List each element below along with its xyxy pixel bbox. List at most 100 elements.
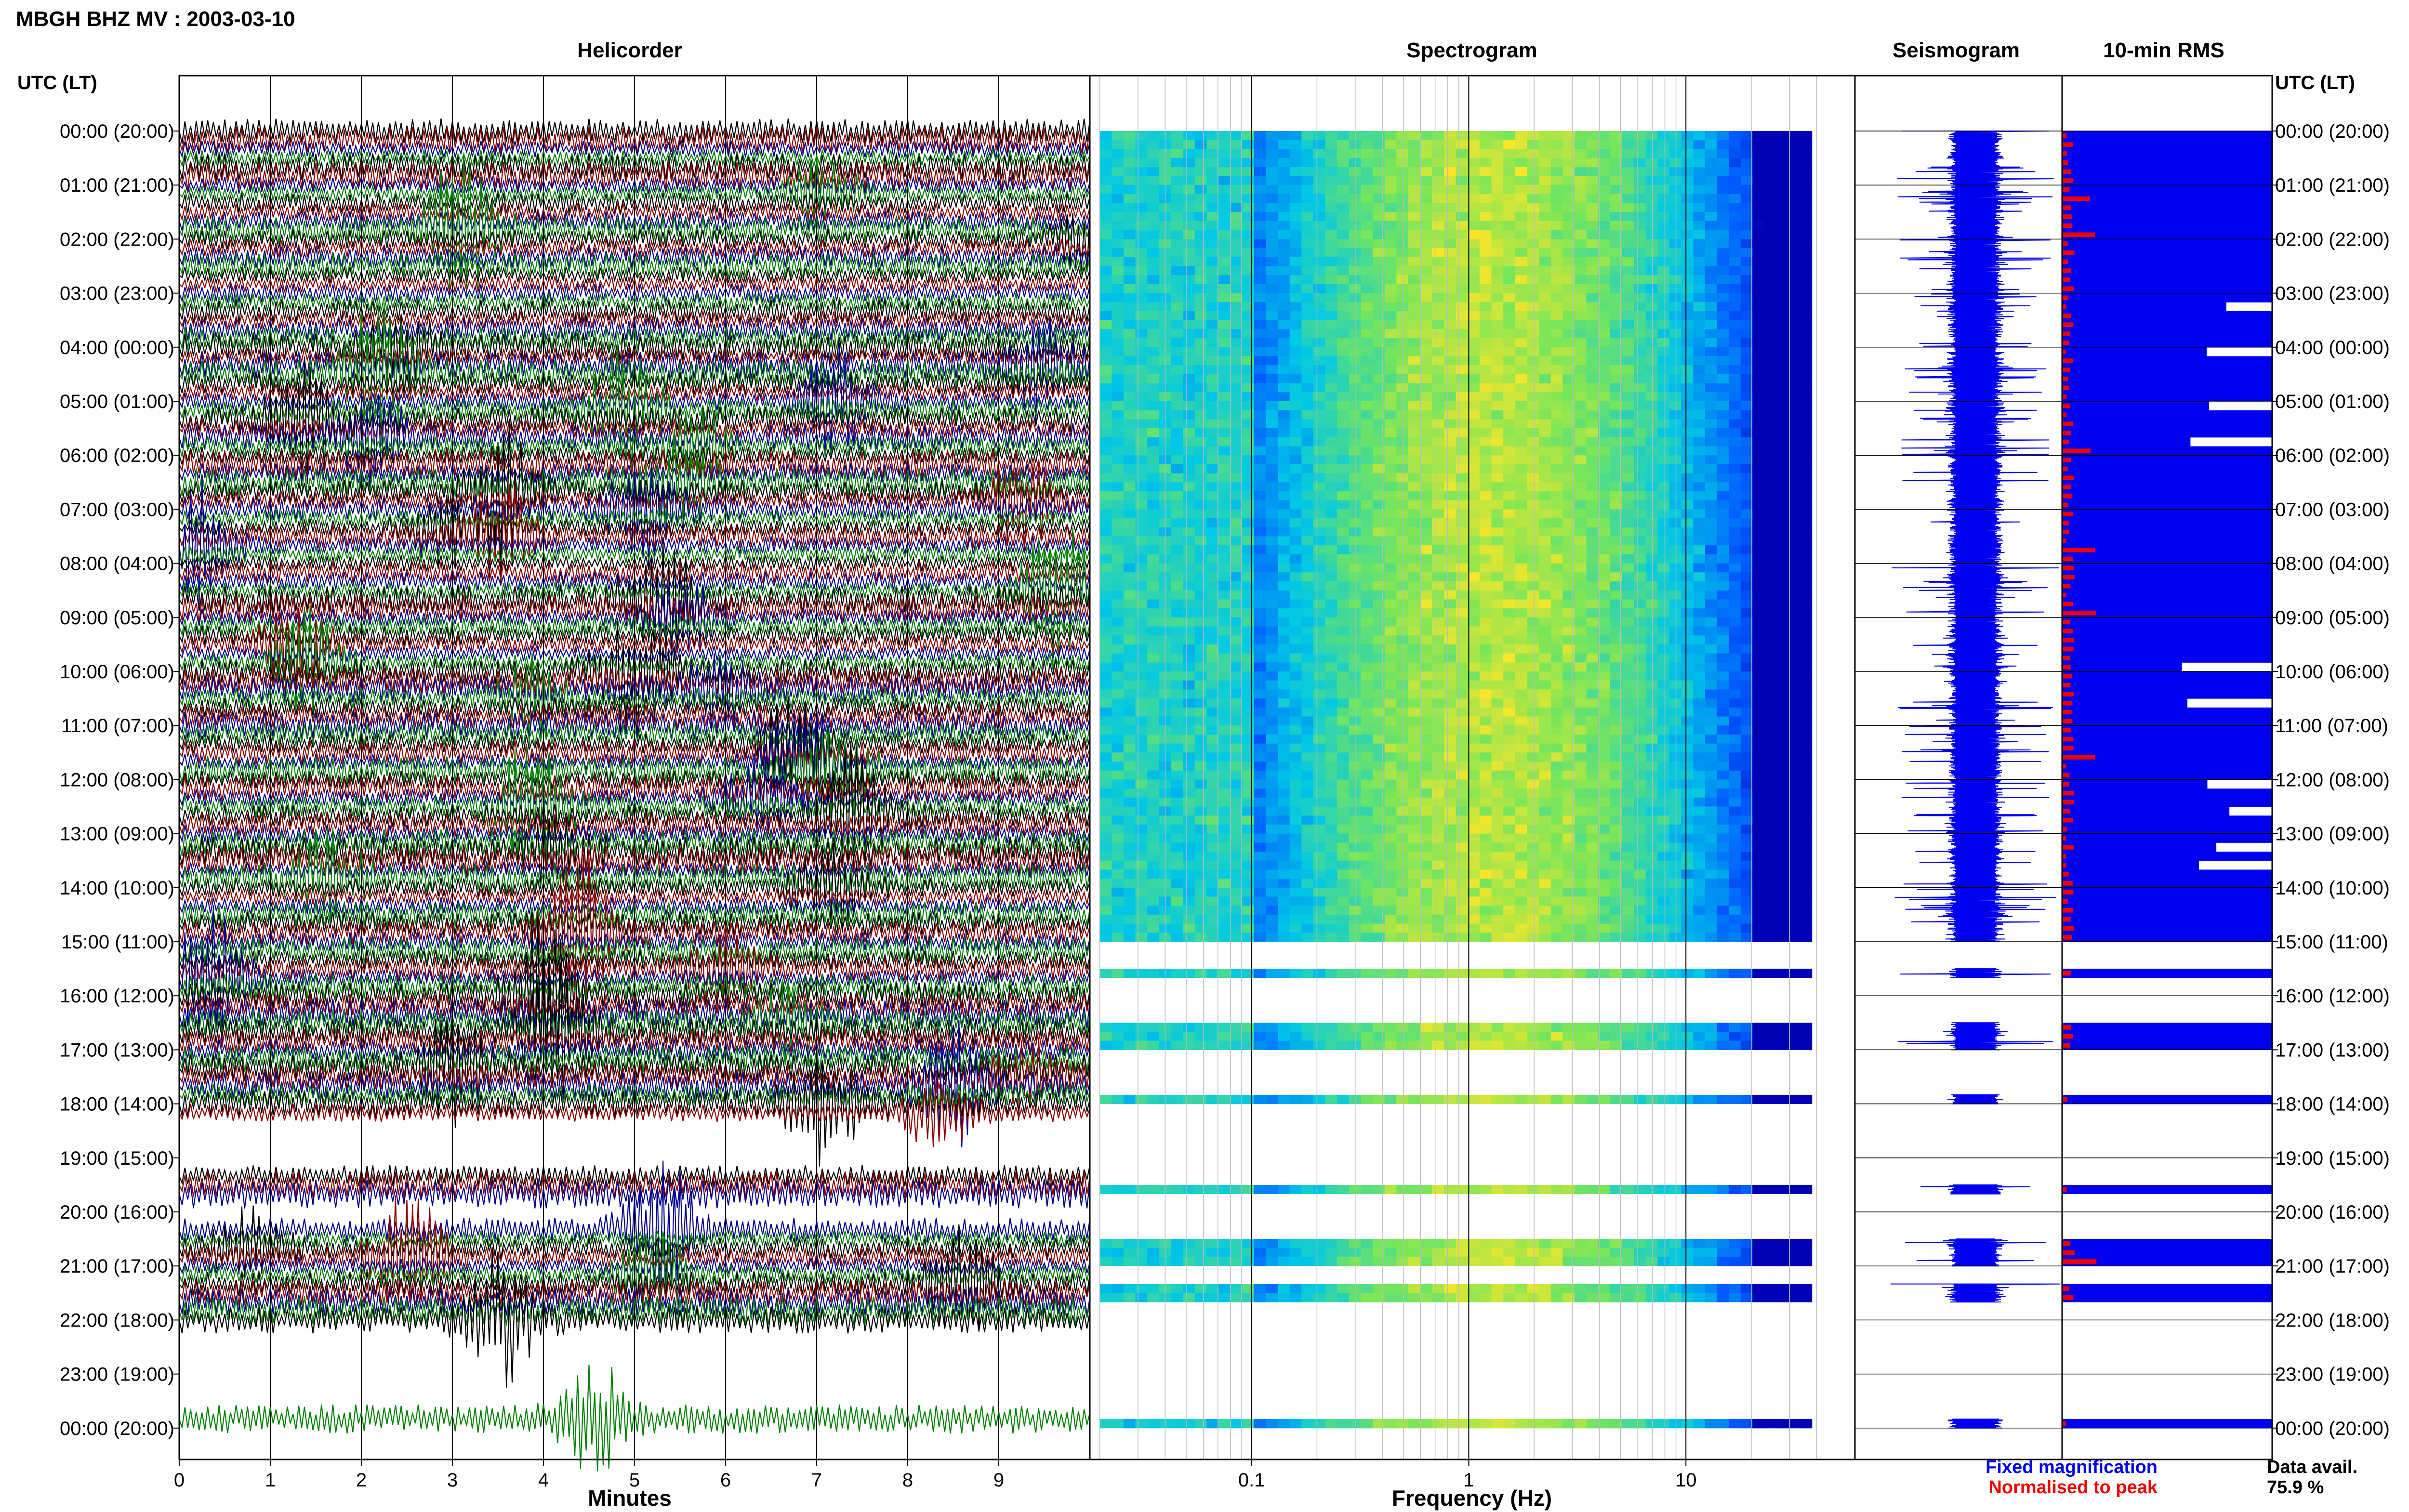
spectrogram-cell: [1776, 320, 1789, 329]
spectrogram-cell: [1396, 302, 1409, 312]
spectrogram-cell: [1135, 338, 1148, 348]
spectrogram-cell: [1574, 212, 1587, 222]
spectrogram-cell: [1539, 428, 1551, 438]
spectrogram-cell: [1657, 707, 1670, 717]
spectrogram-cell: [1503, 248, 1516, 258]
spectrogram-cell: [1539, 275, 1551, 285]
spectrogram-cell: [1099, 599, 1112, 609]
spectrogram-cell: [1788, 239, 1800, 249]
spectrogram-cell: [1183, 725, 1195, 735]
spectrogram-cell: [1657, 428, 1670, 438]
spectrogram-cell: [1112, 518, 1124, 528]
spectrogram-cell: [1289, 815, 1302, 825]
spectrogram-cell: [1278, 275, 1290, 285]
spectrogram-cell: [1420, 329, 1433, 339]
spectrogram-cell: [1278, 239, 1290, 249]
spectrogram-cell: [1313, 725, 1326, 735]
spectrogram-cell: [1361, 365, 1373, 375]
spectrogram-cell: [1550, 482, 1563, 492]
spectrogram-cell: [1729, 203, 1741, 212]
spectrogram-cell: [1254, 356, 1267, 366]
spectrogram-cell: [1788, 626, 1800, 636]
spectrogram-cell: [1729, 131, 1741, 141]
spectrogram-cell: [1289, 248, 1302, 258]
spectrogram-cell: [1254, 590, 1267, 600]
spectrogram-cell: [1717, 131, 1729, 141]
spectrogram-cell: [1420, 455, 1433, 465]
spectrogram-cell: [1740, 194, 1753, 204]
spectrogram-cell: [1634, 743, 1646, 753]
spectrogram-cell: [1491, 689, 1504, 699]
spectrogram-cell: [1503, 383, 1516, 393]
spectrogram-cell: [1764, 302, 1777, 312]
spectrogram-cell: [1562, 176, 1575, 185]
spectrogram-cell: [1123, 617, 1136, 627]
spectrogram-cell: [1574, 473, 1587, 483]
spectrogram-cell: [1206, 140, 1219, 149]
spectrogram-cell: [1539, 833, 1551, 843]
spectrogram-cell: [1527, 536, 1539, 546]
spectrogram-cell: [1408, 203, 1421, 212]
spectrogram-cell: [1598, 473, 1611, 483]
spectrogram-cell: [1325, 491, 1337, 501]
spectrogram-cell: [1550, 626, 1563, 636]
spectrogram-cell: [1183, 167, 1195, 176]
spectrogram-cell: [1218, 689, 1231, 699]
spectrogram-cell: [1705, 455, 1718, 465]
spectrogram-cell: [1313, 635, 1326, 645]
spectrogram-cell: [1325, 275, 1337, 285]
spectrogram-cell: [1432, 401, 1444, 411]
spectrogram-cell: [1171, 293, 1183, 302]
spectrogram-cell: [1444, 689, 1456, 699]
spectrogram-cell: [1301, 140, 1314, 149]
spectrogram-cell: [1408, 491, 1421, 501]
spectrogram-cell: [1586, 789, 1599, 798]
spectrogram-cell: [1468, 635, 1480, 645]
spectrogram-cell: [1099, 824, 1112, 834]
helicorder-trace: [178, 1045, 1091, 1073]
spectrogram-cell: [1337, 626, 1350, 636]
helicorder-trace: [178, 583, 1091, 651]
spectrogram-cell: [1788, 824, 1800, 834]
spectrogram-cell: [1705, 662, 1718, 672]
spectrogram-cell: [1325, 455, 1337, 465]
spectrogram-cell: [1740, 473, 1753, 483]
spectrogram-cell: [1598, 392, 1611, 402]
spectrogram-cell: [1788, 725, 1800, 735]
spectrogram-cell: [1408, 599, 1421, 609]
spectrogram-cell: [1468, 527, 1480, 537]
spectrogram-cell: [1693, 518, 1706, 528]
spectrogram-cell: [1396, 212, 1409, 222]
spectrogram-cell: [1740, 212, 1753, 222]
spectrogram-cell: [1645, 149, 1658, 158]
spectrogram-cell: [1183, 527, 1195, 537]
spectrogram-cell: [1468, 302, 1480, 312]
spectrogram-cell: [1123, 194, 1136, 204]
spectrogram-cell: [1135, 509, 1148, 519]
spectrogram-cell: [1527, 221, 1539, 231]
spectrogram-cell: [1645, 644, 1658, 654]
spectrogram-cell: [1503, 266, 1516, 276]
spectrogram-cell: [1491, 590, 1504, 600]
spectrogram-cell: [1112, 536, 1124, 546]
helicorder-trace: [179, 212, 1091, 271]
spectrogram-cell: [1420, 419, 1433, 429]
spectrogram-cell: [1135, 518, 1148, 528]
spectrogram-cell: [1218, 806, 1231, 816]
spectrogram-cell: [1693, 356, 1706, 366]
spectrogram-cell: [1622, 545, 1634, 555]
spectrogram-cell: [1112, 653, 1124, 663]
spectrogram-cell: [1657, 833, 1670, 843]
spectrogram-cell: [1254, 762, 1267, 771]
spectrogram-cell: [1657, 527, 1670, 537]
spectrogram-cell: [1729, 329, 1741, 339]
spectrogram-cell: [1301, 284, 1314, 294]
spectrogram-cell: [1562, 158, 1575, 168]
spectrogram-cell: [1657, 446, 1670, 456]
spectrogram-cell: [1135, 536, 1148, 546]
spectrogram-cell: [1550, 527, 1563, 537]
spectrogram-cell: [1325, 770, 1337, 780]
spectrogram-cell: [1657, 617, 1670, 627]
spectrogram-cell: [1432, 167, 1444, 176]
spectrogram-cell: [1123, 599, 1136, 609]
